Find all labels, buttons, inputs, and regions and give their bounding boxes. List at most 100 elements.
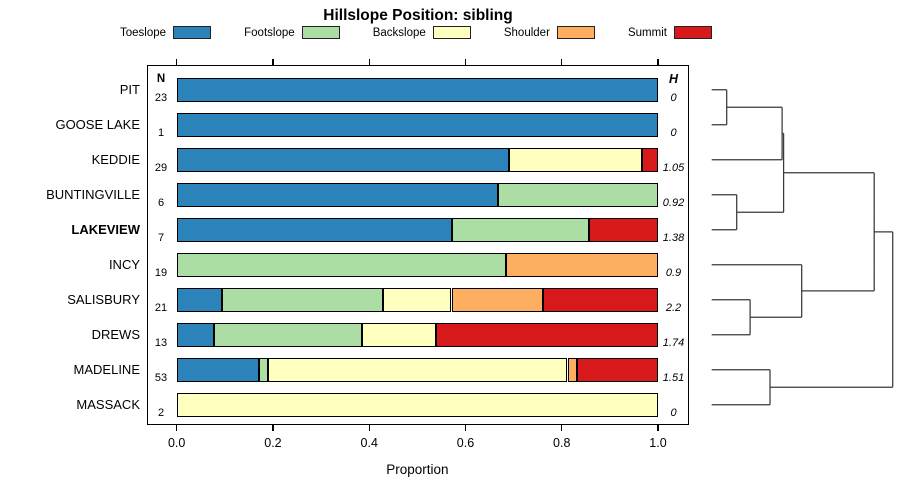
- n-value-salisbury: 21: [154, 302, 168, 315]
- row-label-drews: DREWS: [91, 327, 140, 343]
- bar-segment-drews-summit: [436, 322, 659, 347]
- x-tick-bottom-0.8: [561, 425, 563, 431]
- backslope-swatch: [432, 26, 471, 39]
- h-value-salisbury: 2.2: [665, 302, 682, 315]
- x-tick-bottom-1.0: [657, 425, 659, 431]
- x-tick-top-0.4: [368, 59, 370, 65]
- x-tick-label-0.8: 0.8: [553, 436, 571, 450]
- x-axis-label: Proportion: [386, 462, 449, 477]
- h-value-goose-lake: 0: [670, 127, 677, 140]
- bar-segment-goose-lake-toeslope: [176, 112, 658, 137]
- bar-segment-keddie-toeslope: [176, 147, 509, 172]
- row-label-lakeview: LAKEVIEW: [71, 222, 140, 238]
- bar-lakeview: [176, 217, 658, 242]
- row-label-goose-lake: GOOSE LAKE: [55, 117, 140, 133]
- row-label-pit: PIT: [119, 82, 140, 98]
- bar-segment-salisbury-shoulder: [451, 287, 543, 312]
- legend-item-shoulder: Shoulder: [504, 26, 595, 39]
- footslope-swatch: [301, 26, 340, 39]
- bar-segment-salisbury-toeslope: [176, 287, 223, 312]
- x-tick-top-0.8: [561, 59, 563, 65]
- bar-madeline: [176, 357, 659, 382]
- x-tick-label-0.4: 0.4: [360, 436, 378, 450]
- x-tick-bottom-0.2: [272, 425, 274, 431]
- bar-salisbury: [176, 287, 658, 312]
- h-value-lakeview: 1.38: [662, 232, 685, 245]
- n-value-keddie: 29: [154, 162, 168, 175]
- bar-segment-buntingville-toeslope: [176, 182, 498, 207]
- legend-label-shoulder: Shoulder: [503, 26, 550, 39]
- row-label-madeline: MADELINE: [73, 362, 140, 378]
- bar-goose-lake: [176, 112, 658, 137]
- n-value-lakeview: 7: [157, 232, 165, 245]
- n-value-incy: 19: [154, 267, 168, 280]
- x-tick-label-0.2: 0.2: [264, 436, 282, 450]
- chart-title: Hillslope Position: sibling: [323, 7, 513, 24]
- row-label-buntingville: BUNTINGVILLE: [46, 187, 140, 203]
- shoulder-swatch: [556, 26, 595, 39]
- bar-segment-madeline-backslope: [267, 357, 568, 382]
- bar-segment-keddie-backslope: [508, 147, 642, 172]
- n-value-drews: 13: [154, 337, 168, 350]
- x-tick-top-0.2: [272, 59, 274, 65]
- bar-segment-madeline-toeslope: [176, 357, 259, 382]
- bar-segment-buntingville-footslope: [497, 182, 658, 207]
- x-tick-top-0.6: [464, 59, 467, 65]
- h-value-madeline: 1.51: [662, 372, 685, 385]
- bar-segment-salisbury-footslope: [222, 287, 383, 312]
- legend-item-toeslope: Toeslope: [120, 26, 212, 39]
- h-value-pit: 0: [670, 92, 677, 105]
- legend-item-summit: Summit: [628, 26, 712, 39]
- x-tick-bottom-0.0: [176, 425, 178, 431]
- bar-segment-keddie-summit: [641, 147, 658, 172]
- row-label-massack: MASSACK: [76, 397, 140, 413]
- bar-segment-drews-backslope: [361, 322, 437, 347]
- row-label-salisbury: SALISBURY: [67, 292, 140, 308]
- bar-segment-massack-backslope: [176, 392, 658, 417]
- h-column-header: H: [668, 72, 679, 86]
- n-value-goose-lake: 1: [157, 127, 165, 140]
- bar-segment-drews-toeslope: [176, 322, 214, 347]
- bar-segment-lakeview-toeslope: [176, 217, 452, 242]
- x-tick-label-0.6: 0.6: [456, 436, 475, 450]
- legend-label-footslope: Footslope: [244, 26, 295, 39]
- legend: Toeslope Footslope Backslope Shoulder Summit: [120, 26, 712, 39]
- bar-segment-madeline-shoulder: [567, 357, 577, 382]
- bar-segment-lakeview-footslope: [451, 217, 590, 242]
- bar-segment-incy-shoulder: [505, 252, 658, 277]
- n-value-massack: 2: [157, 407, 165, 420]
- n-value-buntingville: 6: [157, 197, 165, 210]
- bar-segment-madeline-footslope: [258, 357, 268, 382]
- bar-segment-salisbury-backslope: [382, 287, 452, 312]
- dendrogram-lines: [711, 89, 894, 406]
- bar-buntingville: [176, 182, 658, 207]
- x-tick-label-0.0: 0.0: [167, 436, 186, 450]
- bar-segment-madeline-summit: [576, 357, 659, 382]
- x-tick-top-0.0: [176, 59, 178, 65]
- summit-swatch: [673, 26, 712, 39]
- n-value-pit: 23: [154, 92, 168, 105]
- x-tick-top-1.0: [657, 59, 659, 65]
- bar-segment-salisbury-summit: [542, 287, 658, 312]
- bar-incy: [176, 252, 658, 277]
- bar-segment-drews-footslope: [213, 322, 362, 347]
- bar-segment-incy-footslope: [176, 252, 506, 277]
- bar-pit: [176, 77, 658, 102]
- legend-item-backslope: Backslope: [373, 26, 471, 39]
- h-value-buntingville: 0.92: [662, 197, 685, 210]
- bar-segment-pit-toeslope: [176, 77, 658, 102]
- x-tick-bottom-0.6: [464, 425, 467, 431]
- x-tick-label-1.0: 1.0: [649, 436, 667, 450]
- n-column-header: N: [156, 73, 166, 85]
- h-value-incy: 0.9: [665, 267, 682, 280]
- h-value-keddie: 1.05: [662, 162, 685, 175]
- legend-label-summit: Summit: [627, 26, 667, 39]
- bar-massack: [176, 392, 658, 417]
- row-label-incy: INCY: [108, 257, 140, 273]
- plot-area-border: [147, 65, 689, 425]
- bar-keddie: [176, 147, 658, 172]
- row-label-keddie: KEDDIE: [91, 152, 140, 168]
- bar-segment-lakeview-summit: [589, 217, 658, 242]
